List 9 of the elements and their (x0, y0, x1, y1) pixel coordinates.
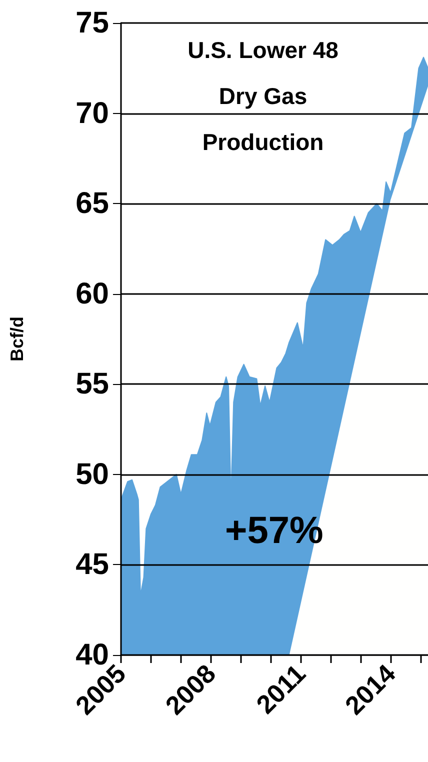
y-tick-label: 75 (76, 6, 109, 40)
y-tick-label: 45 (76, 548, 109, 582)
y-tick-label: 60 (76, 277, 109, 310)
y-tick-label: 65 (76, 187, 109, 220)
y-tick-label: 50 (76, 458, 109, 491)
y-tick-label: 70 (76, 96, 109, 130)
y-tick-label: 55 (76, 368, 109, 401)
y-axis-title: Bcf/d (7, 316, 27, 362)
text: U.S. Lower 48 Dry Gas Production (188, 37, 339, 155)
